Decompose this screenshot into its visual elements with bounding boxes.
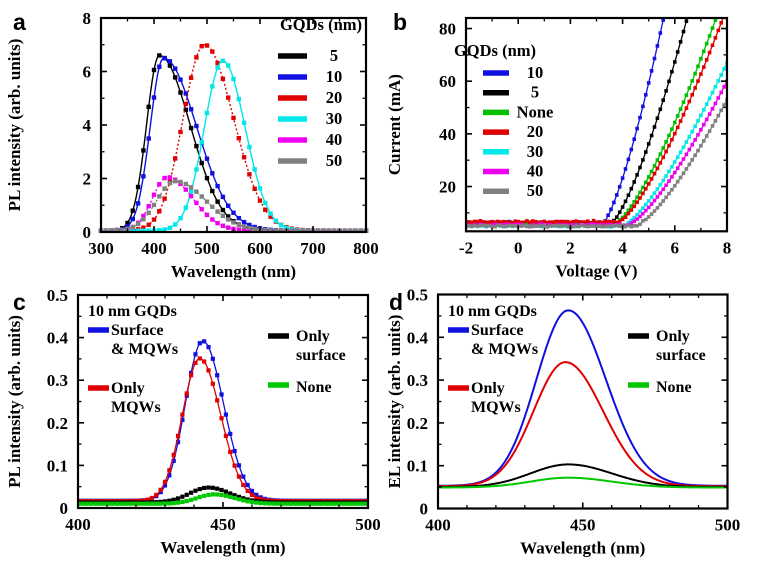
svg-text:6: 6 (83, 63, 92, 82)
svg-text:PL intensity (arb. units): PL intensity (arb. units) (5, 315, 24, 488)
svg-text:GQDs (nm): GQDs (nm) (280, 15, 362, 34)
svg-text:b: b (393, 9, 407, 35)
svg-text:0.3: 0.3 (47, 371, 68, 390)
svg-text:400: 400 (141, 239, 167, 258)
svg-text:None: None (296, 379, 332, 396)
svg-text:Surface: Surface (111, 322, 163, 339)
svg-text:PL intensity (arb. units): PL intensity (arb. units) (5, 39, 24, 212)
svg-text:Wavelength (nm): Wavelength (nm) (520, 539, 645, 558)
svg-text:8: 8 (83, 9, 92, 28)
svg-text:-2: -2 (459, 238, 473, 257)
svg-text:50: 50 (527, 181, 544, 200)
svg-text:0: 0 (514, 238, 523, 257)
svg-text:20: 20 (439, 178, 456, 197)
svg-text:MQWs: MQWs (471, 399, 521, 416)
svg-text:Only: Only (471, 380, 505, 397)
svg-text:10: 10 (527, 63, 544, 82)
svg-text:4: 4 (618, 238, 627, 257)
svg-text:Only: Only (656, 328, 690, 345)
svg-text:0.1: 0.1 (47, 456, 68, 475)
svg-text:& MQWs: & MQWs (111, 341, 178, 358)
svg-text:800: 800 (353, 239, 379, 258)
svg-text:Surface: Surface (471, 322, 523, 339)
svg-text:60: 60 (439, 72, 456, 91)
svg-text:300: 300 (88, 239, 114, 258)
svg-text:None: None (517, 102, 554, 121)
svg-text:Voltage (V): Voltage (V) (556, 261, 638, 280)
svg-text:0.2: 0.2 (47, 414, 68, 433)
svg-text:500: 500 (715, 516, 741, 535)
svg-text:6: 6 (671, 238, 680, 257)
svg-text:0.1: 0.1 (407, 457, 428, 476)
svg-text:10 nm GQDs: 10 nm GQDs (448, 303, 537, 320)
svg-text:surface: surface (296, 347, 346, 364)
svg-text:400: 400 (425, 516, 451, 535)
svg-text:surface: surface (656, 347, 706, 364)
svg-text:40: 40 (527, 162, 544, 181)
svg-text:0.4: 0.4 (407, 328, 429, 347)
svg-text:2: 2 (83, 170, 92, 189)
svg-text:30: 30 (326, 109, 343, 128)
svg-text:& MQWs: & MQWs (471, 341, 538, 358)
svg-text:0.5: 0.5 (47, 286, 68, 305)
svg-text:0.4: 0.4 (47, 329, 69, 348)
svg-text:20: 20 (326, 88, 343, 107)
svg-text:10 nm GQDs: 10 nm GQDs (88, 303, 177, 320)
svg-text:Wavelength (nm): Wavelength (nm) (171, 262, 296, 280)
svg-text:20: 20 (527, 122, 544, 141)
svg-text:10: 10 (326, 67, 343, 86)
svg-text:50: 50 (326, 151, 343, 170)
svg-text:Current (mA): Current (mA) (385, 74, 404, 175)
svg-text:Only: Only (111, 380, 145, 397)
svg-text:None: None (656, 379, 692, 396)
svg-text:Only: Only (296, 328, 330, 345)
svg-text:500: 500 (194, 239, 220, 258)
svg-text:40: 40 (439, 125, 456, 144)
svg-text:450: 450 (570, 516, 596, 535)
svg-text:EL intensity (arb. units): EL intensity (arb. units) (385, 315, 404, 489)
svg-text:Wavelength (nm): Wavelength (nm) (160, 538, 285, 557)
svg-text:700: 700 (300, 239, 326, 258)
svg-text:400: 400 (65, 515, 91, 534)
svg-text:8: 8 (723, 238, 732, 257)
svg-text:c: c (13, 289, 26, 315)
svg-text:4: 4 (83, 116, 92, 135)
svg-text:d: d (389, 289, 403, 315)
svg-text:0.2: 0.2 (407, 414, 428, 433)
svg-text:80: 80 (439, 20, 456, 39)
svg-text:5: 5 (330, 46, 338, 65)
svg-text:5: 5 (531, 83, 539, 102)
svg-text:30: 30 (527, 142, 544, 161)
svg-text:GQDs (nm): GQDs (nm) (454, 41, 536, 60)
svg-text:0.3: 0.3 (407, 371, 428, 390)
svg-text:600: 600 (247, 239, 273, 258)
svg-text:0.5: 0.5 (407, 286, 428, 305)
svg-text:2: 2 (566, 238, 575, 257)
svg-text:40: 40 (326, 130, 343, 149)
svg-text:a: a (13, 9, 26, 35)
svg-text:500: 500 (355, 515, 380, 534)
svg-text:MQWs: MQWs (111, 399, 161, 416)
svg-text:450: 450 (210, 515, 236, 534)
